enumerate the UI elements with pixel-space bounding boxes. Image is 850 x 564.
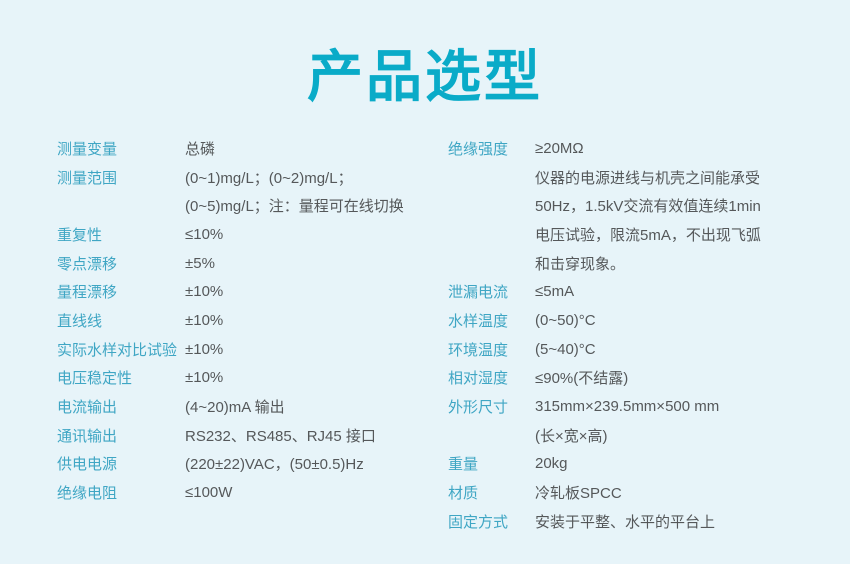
spec-label: 绝缘强度	[448, 140, 509, 158]
spec-label: 绝缘电阻	[57, 485, 118, 503]
spec-value: ±10%	[185, 369, 224, 387]
spec-row: 固定方式 安装于平整、水平的平台上	[448, 507, 843, 536]
spec-row: 和击穿现象。	[448, 249, 843, 278]
spec-row: 相对湿度 ≤90%(不结露)	[448, 364, 843, 393]
spec-row: 直线线 ±10%	[57, 306, 439, 335]
spec-label: 实际水样对比试验	[57, 341, 178, 359]
spec-label: 量程漂移	[57, 284, 118, 302]
spec-row: 电压稳定性 ±10%	[57, 364, 439, 393]
spec-value: ≤90%(不结露)	[535, 370, 629, 388]
spec-value: (5~40)°C	[535, 340, 596, 358]
spec-row: 绝缘强度 ≥20MΩ	[448, 134, 843, 163]
spec-row: (0~5)mg/L；注：量程可在线切换	[57, 191, 439, 220]
spec-value: (长×宽×高)	[535, 427, 608, 445]
spec-row: 测量范围 (0~1)mg/L；(0~2)mg/L；	[57, 163, 439, 192]
spec-label: 零点漂移	[57, 255, 118, 273]
spec-value: RS232、RS485、RJ45 接口	[185, 427, 376, 445]
spec-row: 零点漂移 ±5%	[57, 249, 439, 278]
spec-row: 泄漏电流 ≤5mA	[448, 277, 843, 306]
spec-row: 绝缘电阻 ≤100W	[57, 478, 439, 507]
spec-row: 实际水样对比试验 ±10%	[57, 335, 439, 364]
spec-value: (0~50)°C	[535, 311, 596, 329]
spec-label: 通讯输出	[57, 427, 118, 445]
spec-row: 测量变量 总磷	[57, 134, 439, 163]
spec-value: 仪器的电源进线与机壳之间能承受	[535, 169, 761, 187]
spec-row: 电流输出 (4~20)mA 输出	[57, 392, 439, 421]
spec-row: 仪器的电源进线与机壳之间能承受	[448, 163, 843, 192]
spec-row: 重复性 ≤10%	[57, 220, 439, 249]
spec-row: 量程漂移 ±10%	[57, 277, 439, 306]
page-title: 产品选型	[307, 45, 543, 108]
spec-value: 冷轧板SPCC	[535, 485, 622, 503]
spec-label: 测量变量	[57, 140, 118, 158]
spec-value: (0~1)mg/L；(0~2)mg/L；	[185, 169, 353, 187]
spec-column-left: 测量变量 总磷 测量范围 (0~1)mg/L；(0~2)mg/L； (0~5)m…	[57, 134, 439, 507]
spec-row: 环境温度 (5~40)°C	[448, 335, 843, 364]
spec-value: 和击穿现象。	[535, 255, 626, 273]
spec-row: 外形尺寸 315mm×239.5mm×500 mm	[448, 392, 843, 421]
spec-value: ≥20MΩ	[535, 139, 584, 157]
spec-value: 315mm×239.5mm×500 mm	[535, 398, 720, 416]
spec-label: 电压稳定性	[57, 370, 133, 388]
spec-value: 20kg	[535, 455, 568, 473]
spec-label: 直线线	[57, 312, 103, 330]
spec-value: (4~20)mA 输出	[185, 399, 285, 417]
spec-row: 水样温度 (0~50)°C	[448, 306, 843, 335]
spec-label: 外形尺寸	[448, 399, 509, 417]
spec-label: 泄漏电流	[448, 284, 509, 302]
spec-label: 重复性	[57, 226, 103, 244]
spec-label: 测量范围	[57, 169, 118, 187]
spec-value: ±10%	[185, 340, 224, 358]
spec-label: 供电电源	[57, 456, 118, 474]
spec-row: 电压试验，限流5mA，不出现飞弧	[448, 220, 843, 249]
spec-row: 材质 冷轧板SPCC	[448, 478, 843, 507]
spec-label: 重量	[448, 456, 479, 474]
spec-row: (长×宽×高)	[448, 421, 843, 450]
spec-value: (0~5)mg/L；注：量程可在线切换	[185, 198, 404, 216]
spec-label: 相对湿度	[448, 370, 509, 388]
spec-value: ±5%	[185, 254, 215, 272]
spec-row: 重量 20kg	[448, 450, 843, 479]
spec-label: 环境温度	[448, 341, 509, 359]
spec-value: ≤10%	[185, 225, 224, 243]
spec-value: ≤100W	[185, 484, 233, 502]
spec-value: 总磷	[185, 140, 216, 158]
spec-label: 水样温度	[448, 312, 509, 330]
spec-row: 通讯输出 RS232、RS485、RJ45 接口	[57, 421, 439, 450]
spec-label: 固定方式	[448, 513, 509, 531]
spec-value: 安装于平整、水平的平台上	[535, 513, 716, 531]
spec-value: ≤5mA	[535, 283, 575, 301]
spec-value: ±10%	[185, 283, 224, 301]
spec-row: 50Hz，1.5kV交流有效值连续1min	[448, 191, 843, 220]
spec-column-right: 绝缘强度 ≥20MΩ 仪器的电源进线与机壳之间能承受 50Hz，1.5kV交流有…	[448, 134, 843, 536]
spec-label: 电流输出	[57, 399, 118, 417]
spec-value: (220±22)VAC，(50±0.5)Hz	[185, 456, 364, 474]
spec-label: 材质	[448, 485, 479, 503]
spec-value: 电压试验，限流5mA，不出现飞弧	[535, 226, 761, 244]
spec-value: 50Hz，1.5kV交流有效值连续1min	[535, 198, 761, 216]
spec-value: ±10%	[185, 311, 224, 329]
spec-row: 供电电源 (220±22)VAC，(50±0.5)Hz	[57, 450, 439, 479]
